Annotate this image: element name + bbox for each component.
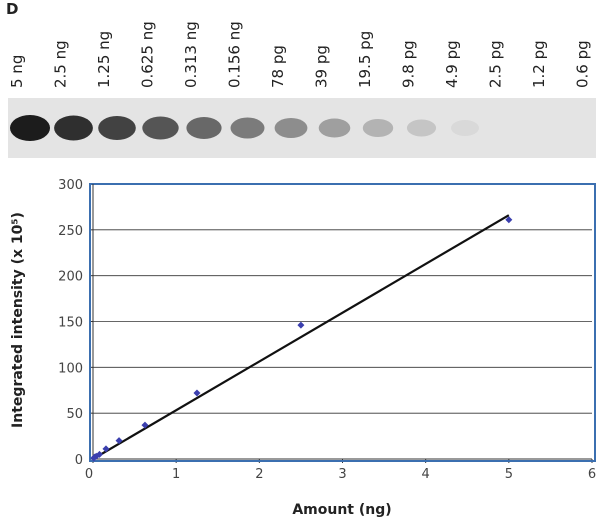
y-tick-label: 0 [75, 453, 83, 468]
lane-label: 19.5 pg [356, 31, 374, 88]
data-point [297, 322, 304, 329]
blot-band [275, 118, 308, 138]
lane-label: 0.156 ng [226, 21, 244, 88]
data-point [102, 445, 109, 452]
blot-band [54, 116, 93, 141]
blot-band [98, 116, 136, 140]
y-tick-label: 250 [58, 224, 83, 239]
x-tick-label: 4 [422, 467, 430, 482]
y-axis-label: Integrated intensity (x 10⁵) [10, 212, 26, 428]
y-tick-label: 200 [58, 270, 83, 285]
blot-band [186, 117, 221, 139]
x-tick-label: 3 [338, 467, 346, 482]
x-tick-label: 0 [85, 467, 93, 482]
blot-band [319, 119, 351, 138]
blot-band [451, 120, 479, 136]
figure: D Amount (ng) Integrated intensity (x 10… [0, 0, 601, 524]
panel-label: D [6, 0, 18, 18]
y-tick-label: 50 [66, 407, 83, 422]
y-tick-label: 300 [58, 178, 83, 193]
lane-label: 0.6 pg [574, 40, 592, 88]
lane-label: 78 pg [269, 45, 287, 88]
lane-label: 9.8 pg [400, 40, 418, 88]
lane-label: 1.25 ng [95, 31, 113, 88]
lane-label: 2.5 pg [487, 40, 505, 88]
blot-band [407, 120, 436, 137]
lane-label: 2.5 ng [52, 40, 70, 88]
blot-band [142, 117, 178, 140]
x-tick-label: 5 [505, 467, 513, 482]
trendline [93, 215, 509, 459]
y-tick-label: 100 [58, 361, 83, 376]
x-tick-label: 6 [588, 467, 596, 482]
blot-band [231, 118, 265, 139]
blot-band [363, 119, 393, 137]
lane-label: 1.2 pg [530, 40, 548, 88]
lane-label: 4.9 pg [443, 40, 461, 88]
x-tick-label: 2 [255, 467, 263, 482]
plot-frame [90, 184, 595, 461]
x-tick-label: 1 [172, 467, 180, 482]
page: {"panel_label": "D", "lanes": ["5 ng", "… [0, 0, 601, 524]
x-axis-label: Amount (ng) [292, 502, 391, 518]
lane-label: 0.313 ng [182, 21, 200, 88]
lane-label: 0.625 ng [139, 21, 157, 88]
lane-label: 39 pg [313, 45, 331, 88]
lane-label: 5 ng [8, 55, 26, 88]
y-tick-label: 150 [58, 316, 83, 331]
blot-band [10, 115, 50, 141]
